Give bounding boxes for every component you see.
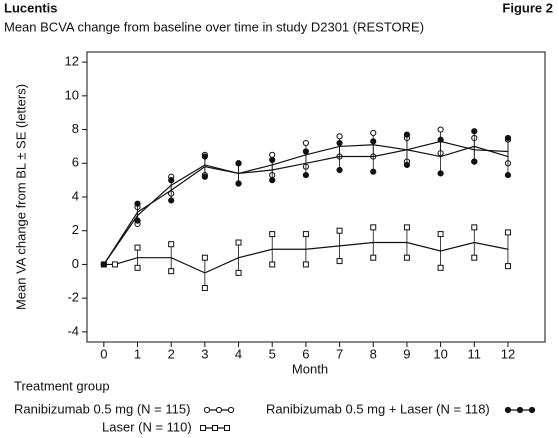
error-cap bbox=[336, 139, 343, 147]
error-cap bbox=[471, 158, 478, 165]
error-cap bbox=[235, 180, 242, 187]
error-cap bbox=[437, 264, 444, 271]
error-cap bbox=[269, 231, 276, 238]
error-cap bbox=[403, 224, 410, 231]
error-cap bbox=[403, 161, 411, 169]
legend-title: Treatment group bbox=[14, 378, 110, 393]
y-tick-label: -4 bbox=[67, 323, 79, 338]
legend-marker bbox=[200, 425, 206, 431]
error-cap bbox=[336, 258, 343, 265]
error-cap bbox=[201, 254, 208, 261]
error-cap bbox=[269, 156, 276, 164]
y-axis-label: Mean VA change from BL ± SE (letters) bbox=[13, 84, 28, 310]
x-tick-label: 12 bbox=[501, 346, 515, 361]
point bbox=[100, 261, 107, 268]
legend-marker bbox=[212, 425, 218, 431]
figure-label: Figure 2 bbox=[502, 0, 553, 15]
error-cap bbox=[168, 177, 175, 184]
legend-label: Ranibizumab 0.5 mg + Laser (N = 118) bbox=[266, 401, 490, 416]
error-cap bbox=[403, 131, 411, 138]
y-tick-label: 0 bbox=[72, 256, 79, 271]
legend-marker bbox=[516, 406, 524, 414]
error-cap bbox=[504, 229, 511, 236]
error-cap bbox=[504, 263, 511, 270]
error-cap bbox=[269, 261, 276, 268]
legend-marker bbox=[227, 406, 235, 414]
legend-marker bbox=[224, 425, 230, 431]
error-cap bbox=[201, 153, 208, 160]
x-tick-label: 4 bbox=[235, 346, 242, 361]
point bbox=[111, 261, 118, 268]
y-tick-label: 4 bbox=[72, 188, 79, 203]
legend-marker bbox=[203, 406, 211, 414]
error-cap bbox=[471, 254, 478, 261]
chart-title: Mean BCVA change from baseline over time… bbox=[4, 19, 424, 34]
error-cap bbox=[235, 239, 242, 246]
y-tick-label: 8 bbox=[72, 121, 79, 136]
error-cap bbox=[302, 171, 309, 179]
error-cap bbox=[302, 231, 309, 238]
x-tick-label: 6 bbox=[302, 346, 309, 361]
x-tick-label: 9 bbox=[403, 346, 410, 361]
error-cap bbox=[201, 173, 208, 180]
error-cap bbox=[201, 285, 208, 292]
error-cap bbox=[134, 264, 141, 271]
error-cap bbox=[370, 168, 377, 175]
error-cap bbox=[235, 160, 242, 167]
error-cap bbox=[370, 224, 377, 231]
error-cap bbox=[336, 166, 343, 174]
legend-label: Laser (N = 110) bbox=[102, 419, 192, 434]
error-cap bbox=[471, 224, 478, 231]
error-cap bbox=[437, 136, 444, 143]
x-tick-label: 0 bbox=[100, 346, 107, 361]
plot-frame bbox=[86, 51, 546, 343]
error-cap bbox=[134, 200, 141, 207]
error-cap bbox=[302, 148, 309, 155]
error-cap bbox=[437, 126, 444, 133]
error-cap bbox=[504, 171, 512, 179]
error-cap bbox=[336, 227, 343, 234]
error-cap bbox=[302, 139, 309, 147]
x-tick-label: 7 bbox=[336, 346, 343, 361]
error-cap bbox=[504, 134, 512, 142]
x-axis-label: Month bbox=[292, 361, 328, 376]
error-cap bbox=[235, 269, 242, 276]
error-cap bbox=[269, 151, 276, 158]
error-cap bbox=[269, 177, 276, 184]
legend-marker bbox=[215, 406, 223, 414]
error-cap bbox=[370, 254, 377, 261]
y-tick-label: -2 bbox=[67, 290, 79, 305]
error-cap bbox=[168, 268, 175, 275]
x-tick-label: 3 bbox=[201, 346, 208, 361]
error-cap bbox=[471, 128, 478, 135]
error-cap bbox=[336, 133, 343, 140]
x-tick-label: 5 bbox=[269, 346, 276, 361]
x-tick-label: 11 bbox=[468, 346, 482, 361]
y-tick-label: 2 bbox=[72, 222, 79, 237]
x-tick-label: 10 bbox=[433, 346, 447, 361]
y-tick-label: 10 bbox=[65, 87, 79, 102]
error-cap bbox=[134, 244, 141, 251]
error-cap bbox=[134, 217, 141, 224]
x-tick-label: 2 bbox=[168, 346, 175, 361]
brand: Lucentis bbox=[4, 0, 57, 15]
error-cap bbox=[437, 231, 444, 238]
y-tick-label: 6 bbox=[72, 155, 79, 170]
error-cap bbox=[370, 129, 377, 137]
y-tick-label: 12 bbox=[65, 54, 79, 69]
error-cap bbox=[370, 138, 377, 145]
legend-label: Ranibizumab 0.5 mg (N = 115) bbox=[14, 401, 190, 416]
x-tick-label: 1 bbox=[134, 346, 141, 361]
error-cap bbox=[403, 254, 410, 261]
error-cap bbox=[437, 170, 444, 177]
error-cap bbox=[168, 241, 175, 248]
x-tick-label: 8 bbox=[370, 346, 377, 361]
error-cap bbox=[168, 197, 175, 204]
legend-marker bbox=[504, 406, 512, 414]
legend-marker bbox=[528, 406, 536, 414]
error-cap bbox=[302, 261, 309, 268]
series-line bbox=[103, 241, 509, 274]
